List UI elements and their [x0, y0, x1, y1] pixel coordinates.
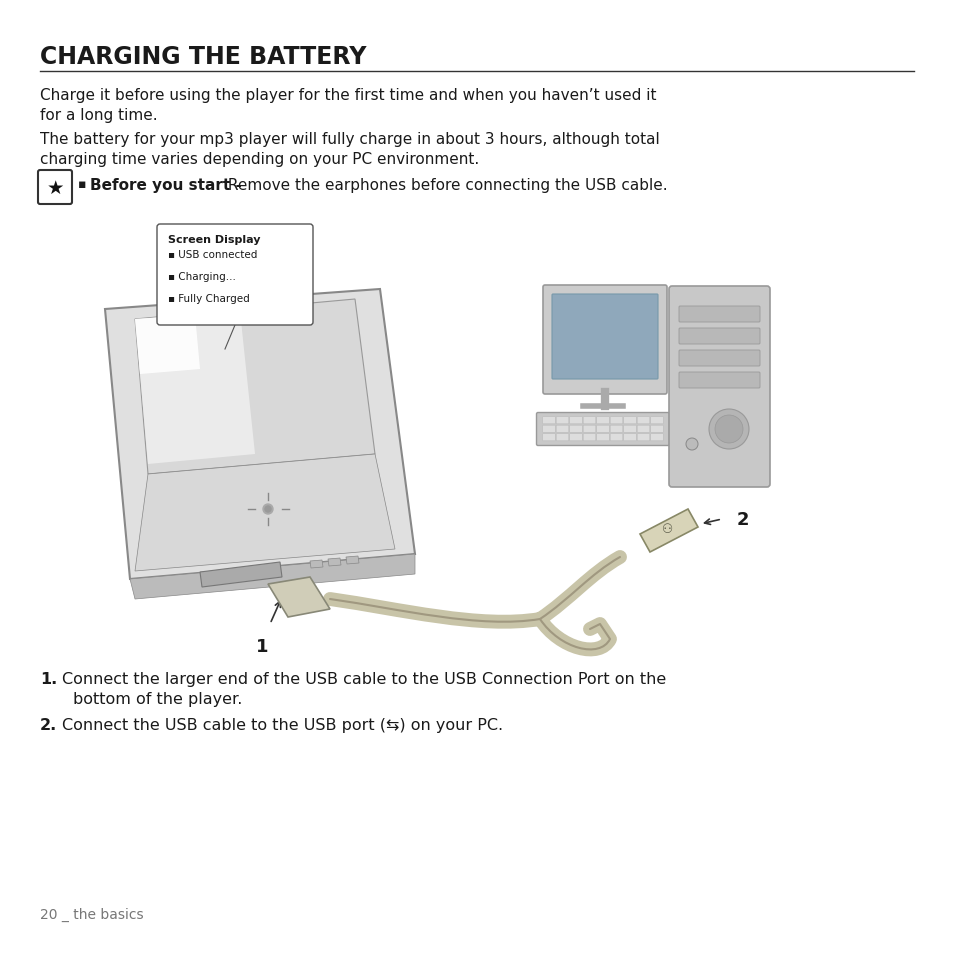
- FancyBboxPatch shape: [536, 413, 669, 446]
- FancyBboxPatch shape: [569, 417, 581, 424]
- Text: 20 _ the basics: 20 _ the basics: [40, 907, 144, 922]
- FancyBboxPatch shape: [623, 435, 636, 441]
- FancyBboxPatch shape: [569, 426, 581, 433]
- Text: ▪ Charging...: ▪ Charging...: [168, 272, 235, 282]
- FancyBboxPatch shape: [623, 426, 636, 433]
- Text: Connect the larger end of the USB cable to the USB Connection Port on the: Connect the larger end of the USB cable …: [62, 671, 665, 686]
- Text: ★: ★: [46, 178, 64, 197]
- Text: CHARGING THE BATTERY: CHARGING THE BATTERY: [40, 45, 366, 69]
- Text: for a long time.: for a long time.: [40, 108, 157, 123]
- Polygon shape: [346, 557, 358, 564]
- Polygon shape: [310, 560, 323, 568]
- FancyBboxPatch shape: [582, 435, 596, 441]
- Text: 1: 1: [255, 638, 268, 656]
- Text: 2: 2: [737, 511, 749, 529]
- FancyBboxPatch shape: [596, 417, 609, 424]
- Polygon shape: [105, 290, 415, 579]
- Circle shape: [265, 506, 271, 513]
- FancyBboxPatch shape: [679, 329, 760, 345]
- FancyBboxPatch shape: [679, 373, 760, 389]
- FancyBboxPatch shape: [542, 417, 555, 424]
- FancyBboxPatch shape: [596, 435, 609, 441]
- Text: ▪: ▪: [78, 178, 91, 191]
- FancyBboxPatch shape: [623, 417, 636, 424]
- FancyBboxPatch shape: [679, 307, 760, 323]
- FancyBboxPatch shape: [552, 294, 658, 379]
- Polygon shape: [135, 455, 395, 572]
- FancyBboxPatch shape: [650, 417, 662, 424]
- FancyBboxPatch shape: [556, 435, 568, 441]
- Polygon shape: [639, 510, 698, 553]
- Circle shape: [685, 438, 698, 451]
- Text: Screen Display: Screen Display: [168, 234, 260, 245]
- FancyBboxPatch shape: [650, 426, 662, 433]
- Circle shape: [714, 416, 742, 443]
- FancyBboxPatch shape: [596, 426, 609, 433]
- Text: Before you start -: Before you start -: [90, 178, 242, 193]
- Text: Connect the USB cable to the USB port (⇆) on your PC.: Connect the USB cable to the USB port (⇆…: [62, 718, 502, 732]
- Text: 1.: 1.: [40, 671, 57, 686]
- FancyBboxPatch shape: [38, 171, 71, 205]
- FancyBboxPatch shape: [637, 435, 649, 441]
- Text: Charge it before using the player for the first time and when you haven’t used i: Charge it before using the player for th…: [40, 88, 656, 103]
- Text: ⚇: ⚇: [661, 523, 673, 536]
- Text: 2.: 2.: [40, 718, 57, 732]
- Text: bottom of the player.: bottom of the player.: [73, 691, 242, 706]
- Circle shape: [708, 410, 748, 450]
- FancyBboxPatch shape: [556, 417, 568, 424]
- Text: ▪ Fully Charged: ▪ Fully Charged: [168, 294, 250, 304]
- Text: The battery for your mp3 player will fully charge in about 3 hours, although tot: The battery for your mp3 player will ful…: [40, 132, 659, 147]
- Polygon shape: [328, 558, 340, 566]
- Circle shape: [263, 504, 273, 515]
- FancyBboxPatch shape: [610, 426, 622, 433]
- FancyBboxPatch shape: [542, 435, 555, 441]
- FancyBboxPatch shape: [668, 287, 769, 488]
- FancyBboxPatch shape: [637, 417, 649, 424]
- FancyBboxPatch shape: [650, 435, 662, 441]
- FancyBboxPatch shape: [679, 351, 760, 367]
- Polygon shape: [200, 562, 282, 587]
- FancyBboxPatch shape: [582, 417, 596, 424]
- Polygon shape: [135, 312, 254, 464]
- Polygon shape: [268, 578, 330, 618]
- FancyBboxPatch shape: [569, 435, 581, 441]
- FancyBboxPatch shape: [582, 426, 596, 433]
- FancyBboxPatch shape: [157, 225, 313, 326]
- FancyBboxPatch shape: [610, 435, 622, 441]
- FancyBboxPatch shape: [556, 426, 568, 433]
- Polygon shape: [135, 315, 200, 375]
- FancyBboxPatch shape: [542, 286, 666, 395]
- FancyBboxPatch shape: [542, 426, 555, 433]
- Text: ▪ USB connected: ▪ USB connected: [168, 250, 257, 260]
- Text: charging time varies depending on your PC environment.: charging time varies depending on your P…: [40, 152, 478, 167]
- Text: Remove the earphones before connecting the USB cable.: Remove the earphones before connecting t…: [223, 178, 667, 193]
- Polygon shape: [135, 299, 375, 475]
- FancyBboxPatch shape: [610, 417, 622, 424]
- Polygon shape: [130, 555, 415, 599]
- FancyBboxPatch shape: [637, 426, 649, 433]
